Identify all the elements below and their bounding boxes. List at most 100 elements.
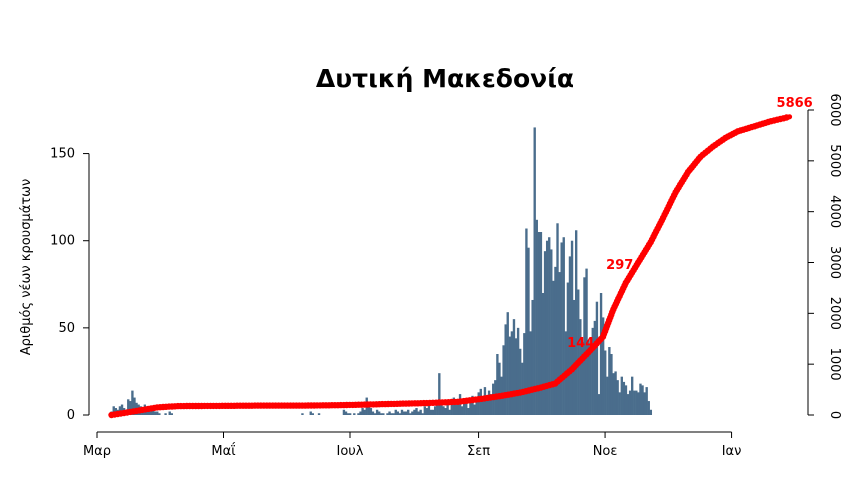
bar: [452, 397, 456, 415]
bar: [579, 319, 582, 415]
bar: [353, 413, 356, 415]
bar: [342, 409, 346, 415]
bar: [479, 388, 482, 415]
bar: [309, 411, 312, 415]
bar: [525, 228, 528, 415]
y-tick-label: 0: [67, 408, 75, 423]
bar: [562, 237, 565, 415]
bar: [344, 411, 348, 415]
x-tick-label: Μαΐ: [211, 443, 236, 459]
bar: [438, 373, 441, 415]
bar: [610, 354, 613, 415]
bar: [151, 409, 155, 415]
bar: [419, 409, 422, 415]
bar: [388, 411, 391, 415]
bar: [577, 289, 580, 415]
bar: [554, 266, 557, 415]
bar: [458, 394, 462, 415]
cumulative-label: 144: [567, 336, 594, 351]
bar: [604, 350, 607, 415]
bar: [616, 380, 619, 415]
bar: [467, 408, 470, 415]
y-axis-label: Αριθμός νέων κρουσμάτων: [19, 179, 34, 356]
bar: [581, 341, 584, 415]
y-tick-label: 150: [50, 147, 75, 162]
bar: [404, 411, 408, 415]
bar: [450, 401, 453, 415]
bar: [608, 347, 611, 415]
bar: [164, 413, 167, 415]
bar: [373, 413, 377, 415]
bar: [357, 413, 360, 415]
bar: [589, 345, 592, 415]
bar: [448, 409, 451, 415]
y2-tick-label: 2000: [827, 297, 842, 330]
bar: [444, 408, 447, 415]
bar: [510, 331, 514, 415]
bar: [545, 240, 549, 415]
bar: [635, 390, 638, 415]
bar: [614, 371, 617, 415]
bar: [599, 293, 603, 415]
bar: [133, 397, 136, 415]
bar: [363, 409, 366, 415]
bar: [543, 251, 547, 415]
bar: [512, 319, 516, 415]
bar: [508, 336, 512, 415]
bar: [396, 411, 400, 415]
bars-layer: [110, 127, 653, 416]
bar: [628, 390, 632, 415]
bar: [411, 411, 414, 415]
bar: [415, 408, 418, 415]
bar: [541, 293, 545, 415]
bar: [359, 411, 362, 415]
axes-layer: 0 50 100 150 0 1000 2000 3000 4000 5000 6000 Μαρ Μαΐ…: [50, 93, 842, 459]
bar: [120, 404, 124, 415]
bar: [369, 408, 373, 415]
bar: [367, 404, 370, 415]
bar: [556, 223, 559, 415]
bar: [380, 413, 383, 415]
bar: [392, 413, 395, 415]
bar: [570, 240, 574, 415]
cumulative-line: [109, 114, 793, 418]
bar: [502, 345, 505, 415]
bar: [394, 409, 397, 415]
bar: [112, 406, 115, 415]
bar: [535, 219, 538, 415]
bar: [346, 413, 350, 415]
bar: [425, 408, 429, 415]
bar: [622, 381, 626, 415]
bar: [487, 390, 491, 415]
bar: [386, 413, 389, 415]
x-tick-label: Μαρ: [83, 444, 111, 459]
x-tick-label: Σεπ: [467, 444, 490, 459]
bar: [465, 402, 468, 415]
bar: [481, 397, 485, 415]
bar: [539, 232, 543, 415]
bar: [618, 392, 621, 415]
bar: [168, 411, 171, 415]
bar: [485, 399, 489, 415]
bar: [361, 408, 364, 415]
bar: [583, 277, 586, 415]
y2-tick-label: 0: [827, 411, 842, 419]
y2-tick-label: 5000: [827, 144, 842, 177]
bar: [170, 413, 173, 415]
bar: [317, 413, 321, 415]
bar: [624, 385, 628, 415]
bar: [429, 409, 433, 415]
bar: [647, 401, 650, 415]
bar: [154, 411, 157, 415]
bar: [407, 409, 410, 415]
bar: [498, 362, 501, 415]
bar: [529, 331, 532, 415]
bar: [514, 338, 518, 415]
bar: [431, 409, 435, 415]
bar: [649, 409, 653, 415]
cumulative-label: 5866: [777, 96, 813, 111]
bar: [612, 373, 615, 415]
bar: [531, 299, 534, 415]
bar: [548, 237, 551, 415]
bar: [533, 127, 536, 416]
